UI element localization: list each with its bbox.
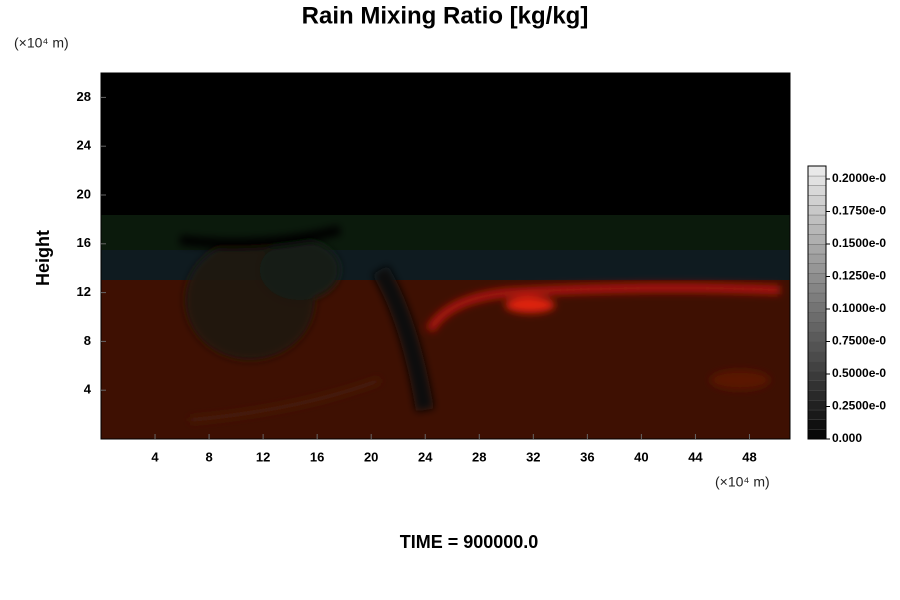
chart-title: Rain Mixing Ratio [kg/kg] bbox=[302, 2, 589, 29]
colorbar-step bbox=[807, 360, 827, 372]
colorbar-tick-label: 0.000 bbox=[832, 431, 862, 445]
colorbar-step bbox=[807, 214, 827, 226]
colorbar-step bbox=[807, 302, 827, 313]
colorbar-step bbox=[807, 253, 827, 265]
colorbar: 0.000 0.2500e-0 0.5000e-0 0.7500e-0 0.1000e-… bbox=[807, 165, 886, 445]
colorbar-tick-label: 0.2000e-0 bbox=[832, 171, 886, 185]
colorbar-tick-label: 0.1500e-0 bbox=[832, 236, 886, 250]
colorbar-step bbox=[807, 390, 827, 401]
field bbox=[101, 73, 790, 439]
colorbar-step bbox=[807, 195, 827, 206]
colorbar-tick-label: 0.1250e-0 bbox=[832, 269, 886, 283]
footer: TIME = 900000.0 bbox=[400, 532, 539, 552]
x-tick-label: 44 bbox=[688, 449, 703, 464]
plot-frame bbox=[100, 72, 791, 440]
colorbar-step bbox=[807, 380, 827, 391]
y-tick-label: 8 bbox=[84, 333, 91, 348]
colorbar-step bbox=[807, 204, 827, 216]
x-tick-label: 20 bbox=[364, 449, 378, 464]
colorbar-step bbox=[807, 331, 827, 343]
colorbar-frame bbox=[807, 165, 827, 440]
colorbar-step bbox=[807, 312, 827, 323]
x-tick-label: 40 bbox=[634, 449, 648, 464]
colorbar-tick-label: 0.1000e-0 bbox=[832, 301, 886, 315]
colorbar-step bbox=[807, 409, 827, 421]
colorbar-step bbox=[807, 243, 827, 255]
colorbar-tick-label: 0.2500e-0 bbox=[832, 399, 886, 413]
colorbar-step bbox=[807, 175, 827, 187]
x-tick-label: 32 bbox=[526, 449, 540, 464]
colorbar-step bbox=[807, 370, 827, 382]
x-tick-label: 48 bbox=[742, 449, 756, 464]
y-tick-label: 20 bbox=[77, 186, 91, 201]
x-tick-label: 16 bbox=[310, 449, 324, 464]
colorbar-step bbox=[807, 165, 827, 177]
colorbar-step bbox=[807, 399, 827, 411]
x-tick-label: 36 bbox=[580, 449, 594, 464]
colorbar-tick-label: 0.1750e-0 bbox=[832, 204, 886, 218]
colorbar-step bbox=[807, 185, 827, 196]
y-axis-label: Height bbox=[33, 230, 53, 286]
colorbar-step bbox=[807, 224, 827, 235]
colorbar-step bbox=[807, 419, 827, 430]
colorbar-step bbox=[807, 292, 827, 304]
x-tick-label: 8 bbox=[205, 449, 212, 464]
colorbar-step bbox=[807, 263, 827, 274]
y-unit: (×10⁴ m) bbox=[14, 35, 69, 51]
y-tick-label: 4 bbox=[84, 382, 92, 397]
x-tick-label: 12 bbox=[256, 449, 270, 464]
y-tick-label: 16 bbox=[77, 235, 91, 250]
y-tick-label: 24 bbox=[77, 138, 92, 153]
colorbar-step bbox=[807, 234, 827, 245]
colorbar-step bbox=[807, 282, 827, 294]
x-tick-label: 24 bbox=[418, 449, 433, 464]
x-tick-label: 28 bbox=[472, 449, 486, 464]
y-tick-label: 12 bbox=[77, 284, 91, 299]
x-unit: (×10⁴ m) bbox=[715, 474, 770, 490]
y-tick-label: 28 bbox=[77, 89, 91, 104]
colorbar-tick-label: 0.7500e-0 bbox=[832, 334, 886, 348]
colorbar-step bbox=[807, 321, 827, 333]
colorbar-step bbox=[807, 273, 827, 284]
colorbar-step bbox=[807, 341, 827, 352]
colorbar-step bbox=[807, 429, 827, 440]
colorbar-step bbox=[807, 351, 827, 362]
colorbar-tick-label: 0.5000e-0 bbox=[832, 366, 886, 380]
x-tick-label: 4 bbox=[151, 449, 159, 464]
